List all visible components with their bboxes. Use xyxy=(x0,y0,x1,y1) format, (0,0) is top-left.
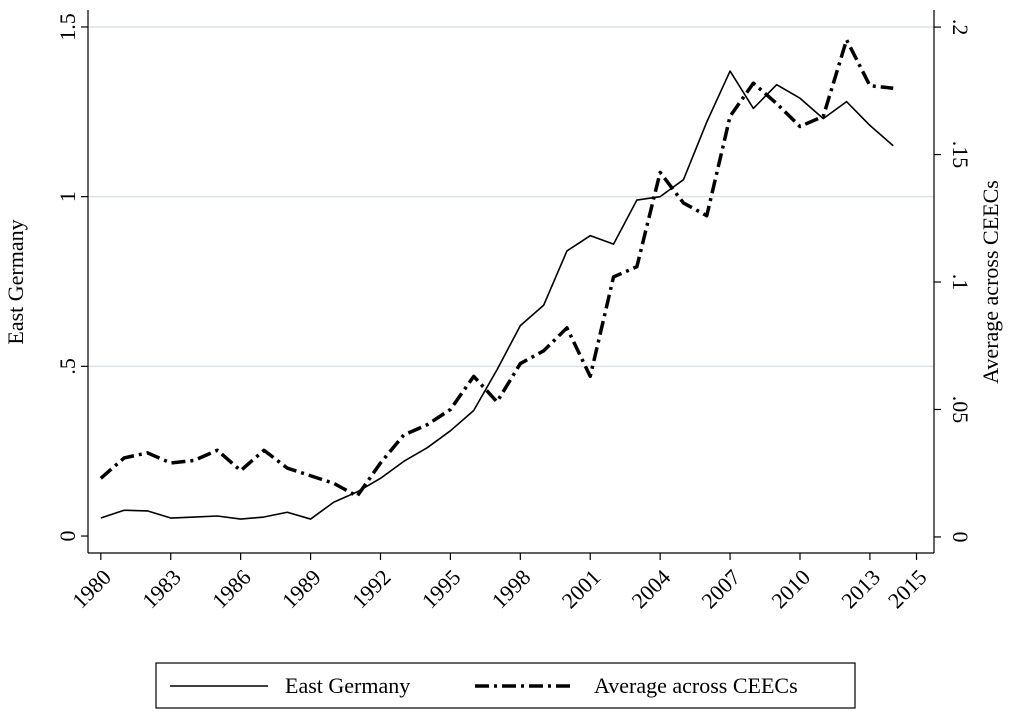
x-tick-label: 1983 xyxy=(137,564,186,613)
x-tick-label: 2013 xyxy=(836,564,885,613)
y-tick-label: .5 xyxy=(55,358,80,375)
y-tick-label: 1.5 xyxy=(55,13,80,41)
x-tick-label: 2007 xyxy=(696,564,745,613)
y2-tick-label: .05 xyxy=(948,396,973,424)
x-tick-label: 2001 xyxy=(557,564,606,613)
x-tick-label: 2004 xyxy=(626,564,675,613)
series-line xyxy=(100,70,894,520)
x-tick-label: 2010 xyxy=(766,564,815,613)
y-tick-label: 0 xyxy=(55,531,80,542)
y-tick-label: 1 xyxy=(55,191,80,202)
y2-axis-title: Average across CEECs xyxy=(978,180,1003,384)
x-tick-label: 1998 xyxy=(487,564,536,613)
y-axis-title: East Germany xyxy=(3,219,28,344)
y2-tick-label: 0 xyxy=(948,531,973,542)
x-tick-label: 1980 xyxy=(67,564,116,613)
y2-tick-label: .2 xyxy=(948,19,973,36)
series-line xyxy=(99,38,894,498)
y2-tick-label: .1 xyxy=(948,274,973,291)
x-tick-label: 1986 xyxy=(207,564,256,613)
x-tick-label: 1992 xyxy=(347,564,396,613)
legend-label: East Germany xyxy=(285,673,410,698)
legend-label: Average across CEECs xyxy=(594,673,798,698)
x-tick-label: 2015 xyxy=(883,564,932,613)
y2-tick-label: .15 xyxy=(948,141,973,169)
x-tick-label: 1989 xyxy=(277,564,326,613)
x-tick-label: 1995 xyxy=(417,564,466,613)
